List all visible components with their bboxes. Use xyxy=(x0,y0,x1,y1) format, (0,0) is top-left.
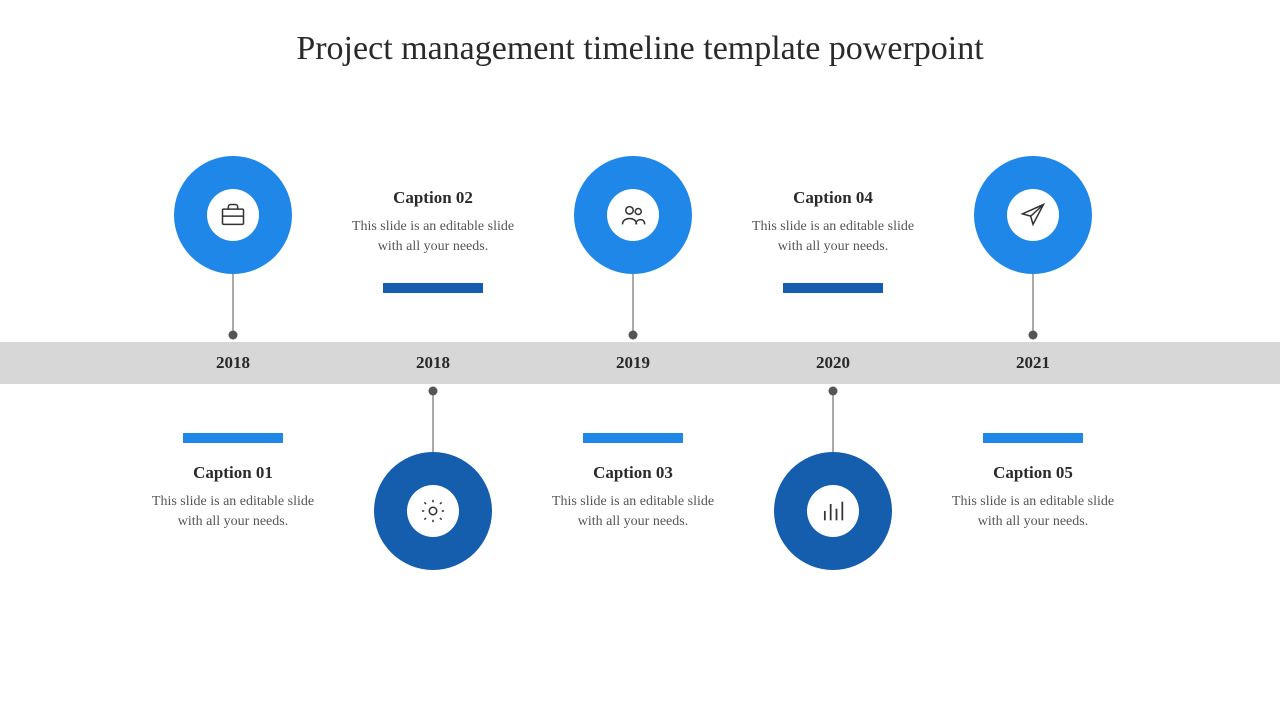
users-icon xyxy=(607,189,659,241)
timeline-marker xyxy=(983,433,1083,443)
caption-title: Caption 03 xyxy=(543,463,723,483)
plane-icon xyxy=(1007,189,1059,241)
timeline-year: 2018 xyxy=(416,353,450,373)
timeline-ring xyxy=(174,156,292,274)
timeline-marker xyxy=(183,433,283,443)
connector-dot xyxy=(229,331,238,340)
timeline-year: 2019 xyxy=(616,353,650,373)
caption-title: Caption 04 xyxy=(743,188,923,208)
timeline-year: 2021 xyxy=(1016,353,1050,373)
timeline-marker xyxy=(783,283,883,293)
caption-desc: This slide is an editable slide with all… xyxy=(343,217,523,258)
chart-icon xyxy=(807,485,859,537)
slide-title: Project management timeline template pow… xyxy=(0,30,1280,68)
connector-dot xyxy=(629,331,638,340)
caption-block: Caption 05 This slide is an editable slid… xyxy=(943,463,1123,533)
timeline-marker xyxy=(583,433,683,443)
caption-title: Caption 01 xyxy=(143,463,323,483)
gear-icon xyxy=(407,485,459,537)
caption-desc: This slide is an editable slide with all… xyxy=(143,492,323,533)
timeline-ring xyxy=(974,156,1092,274)
caption-desc: This slide is an editable slide with all… xyxy=(943,492,1123,533)
caption-title: Caption 05 xyxy=(943,463,1123,483)
connector-dot xyxy=(829,387,838,396)
timeline-year: 2018 xyxy=(216,353,250,373)
caption-block: Caption 02 This slide is an editable slid… xyxy=(343,188,523,258)
timeline-marker xyxy=(383,283,483,293)
caption-desc: This slide is an editable slide with all… xyxy=(743,217,923,258)
briefcase-icon xyxy=(207,189,259,241)
timeline-ring xyxy=(374,452,492,570)
caption-title: Caption 02 xyxy=(343,188,523,208)
timeline-year: 2020 xyxy=(816,353,850,373)
caption-block: Caption 03 This slide is an editable slid… xyxy=(543,463,723,533)
caption-desc: This slide is an editable slide with all… xyxy=(543,492,723,533)
timeline-ring xyxy=(774,452,892,570)
timeline-ring xyxy=(574,156,692,274)
caption-block: Caption 04 This slide is an editable slid… xyxy=(743,188,923,258)
connector-dot xyxy=(429,387,438,396)
connector-dot xyxy=(1029,331,1038,340)
caption-block: Caption 01 This slide is an editable slid… xyxy=(143,463,323,533)
